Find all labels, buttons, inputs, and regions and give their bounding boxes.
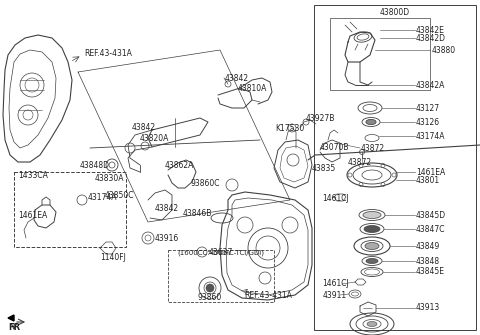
Bar	[314, 5, 476, 330]
Text: K17530: K17530	[275, 124, 304, 133]
Text: 43846B: 43846B	[182, 208, 212, 217]
Text: 43842D: 43842D	[416, 34, 446, 43]
Text: 43872: 43872	[348, 157, 372, 166]
Text: 43842: 43842	[132, 123, 156, 132]
Text: 43927B: 43927B	[306, 114, 336, 123]
Text: 43913: 43913	[416, 304, 440, 313]
Ellipse shape	[363, 211, 381, 218]
Text: 43174A: 43174A	[88, 193, 118, 201]
Text: 43126: 43126	[416, 118, 440, 127]
Text: 43862A: 43862A	[165, 160, 194, 170]
Text: 43911: 43911	[323, 290, 347, 299]
Bar	[330, 18, 430, 90]
Text: FR: FR	[8, 324, 20, 333]
Text: 43842E: 43842E	[416, 25, 445, 35]
Text: 43916: 43916	[155, 233, 179, 243]
Text: 43872: 43872	[361, 143, 385, 152]
Text: 43848: 43848	[416, 257, 440, 266]
Text: 43835: 43835	[312, 163, 336, 173]
Text: REF.43-431A: REF.43-431A	[244, 290, 292, 299]
Text: 43845D: 43845D	[416, 210, 446, 219]
Ellipse shape	[364, 225, 380, 232]
Text: 43850C: 43850C	[105, 191, 134, 200]
Text: 43810A: 43810A	[238, 83, 267, 92]
Text: 43849: 43849	[416, 242, 440, 251]
Text: 43880: 43880	[432, 46, 456, 55]
Text: 43842: 43842	[155, 203, 179, 212]
Polygon shape	[8, 315, 14, 321]
Text: 43637: 43637	[209, 248, 233, 257]
Text: 43842A: 43842A	[416, 80, 445, 89]
Ellipse shape	[367, 322, 377, 327]
Text: 1433CA: 1433CA	[18, 171, 48, 180]
Ellipse shape	[206, 284, 214, 292]
Bar	[14, 172, 126, 247]
Text: 43847C: 43847C	[416, 224, 445, 233]
Text: (1600CC>DOHC-TCI/GDI): (1600CC>DOHC-TCI/GDI)	[178, 250, 264, 256]
Text: 43174A: 43174A	[416, 132, 445, 140]
Text: 93860C: 93860C	[191, 179, 220, 188]
Text: 43127: 43127	[416, 104, 440, 113]
Text: 1461CJ: 1461CJ	[322, 194, 349, 202]
Text: 93860: 93860	[198, 293, 222, 303]
Text: 43845E: 43845E	[416, 268, 445, 276]
Text: 1461CJ: 1461CJ	[322, 279, 349, 288]
Text: 43070B: 43070B	[320, 142, 349, 151]
Ellipse shape	[366, 259, 378, 264]
Text: 43848D: 43848D	[80, 160, 110, 170]
Text: 43830A: 43830A	[95, 174, 124, 183]
Ellipse shape	[366, 120, 376, 125]
Text: 43800D: 43800D	[380, 8, 410, 17]
Bar	[168, 250, 274, 302]
Text: 1461EA: 1461EA	[18, 210, 47, 219]
Text: 43820A: 43820A	[140, 134, 169, 142]
Ellipse shape	[365, 243, 379, 250]
Text: REF.43-431A: REF.43-431A	[84, 49, 132, 58]
Text: 1140FJ: 1140FJ	[100, 254, 126, 263]
Text: 1461EA: 1461EA	[416, 168, 445, 177]
Text: 43801: 43801	[416, 176, 440, 185]
Text: 43842: 43842	[225, 73, 249, 82]
